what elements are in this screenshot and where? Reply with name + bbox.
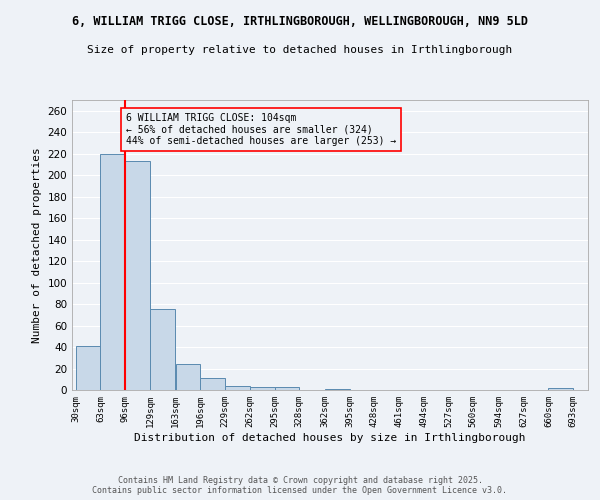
Text: Size of property relative to detached houses in Irthlingborough: Size of property relative to detached ho… xyxy=(88,45,512,55)
Text: 6, WILLIAM TRIGG CLOSE, IRTHLINGBOROUGH, WELLINGBOROUGH, NN9 5LD: 6, WILLIAM TRIGG CLOSE, IRTHLINGBOROUGH,… xyxy=(72,15,528,28)
Bar xyxy=(250,387,275,390)
Bar xyxy=(275,387,299,390)
Bar xyxy=(548,388,573,390)
Bar xyxy=(100,154,125,390)
Bar xyxy=(125,161,150,390)
Bar xyxy=(76,346,100,390)
X-axis label: Distribution of detached houses by size in Irthlingborough: Distribution of detached houses by size … xyxy=(134,432,526,442)
Bar xyxy=(225,386,250,390)
Text: Contains HM Land Registry data © Crown copyright and database right 2025.
Contai: Contains HM Land Registry data © Crown c… xyxy=(92,476,508,495)
Text: 6 WILLIAM TRIGG CLOSE: 104sqm
← 56% of detached houses are smaller (324)
44% of : 6 WILLIAM TRIGG CLOSE: 104sqm ← 56% of d… xyxy=(126,113,396,146)
Bar xyxy=(325,389,350,390)
Bar xyxy=(176,364,200,390)
Bar xyxy=(200,378,225,390)
Y-axis label: Number of detached properties: Number of detached properties xyxy=(32,147,42,343)
Bar xyxy=(150,310,175,390)
